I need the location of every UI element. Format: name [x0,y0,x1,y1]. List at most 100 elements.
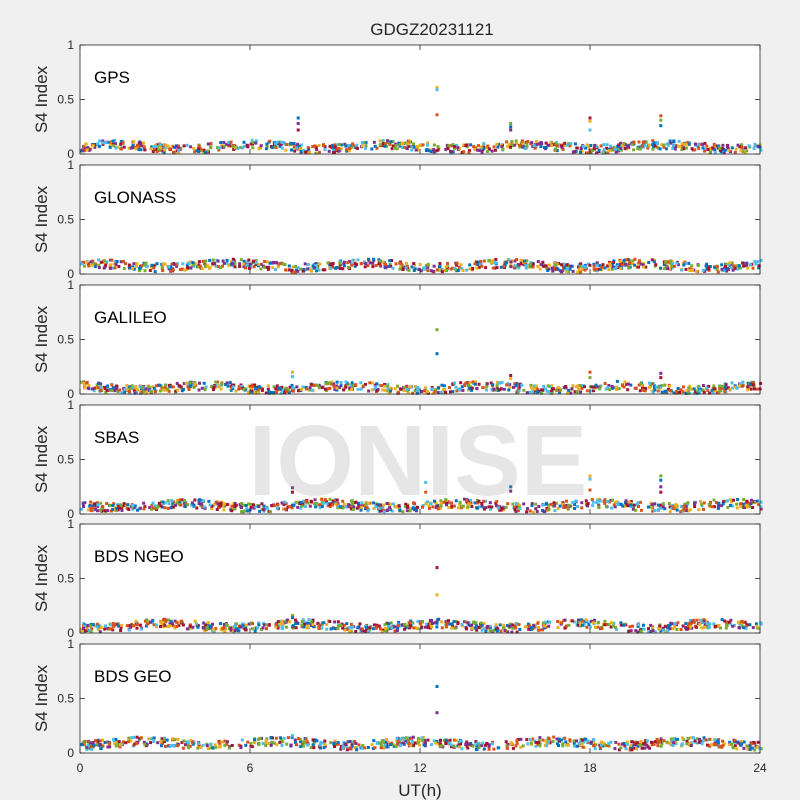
data-point [690,264,693,267]
data-point [548,621,551,624]
data-point [593,144,596,147]
data-point [474,262,477,265]
data-point [226,259,229,262]
data-point [456,146,459,149]
data-point [744,146,747,149]
data-point [479,260,482,263]
data-point [375,264,378,267]
data-point [110,627,113,630]
data-point [650,741,653,744]
y-tick-label: 0.5 [57,572,74,586]
data-point [437,145,440,148]
data-point [96,625,99,628]
data-point [544,264,547,267]
data-point [732,746,735,749]
data-point [468,743,471,746]
data-point [702,384,705,387]
data-point [506,145,509,148]
data-point [120,148,123,151]
data-point [675,262,678,265]
data-point [281,744,284,747]
data-point [695,270,698,273]
data-point [665,741,668,744]
data-point [503,388,506,391]
data-point [217,385,220,388]
data-point [707,268,710,271]
y-tick-label: 0 [67,746,74,760]
data-point [364,265,367,268]
plot-area [80,45,760,154]
data-point [521,139,524,142]
data-point [684,626,687,629]
data-point [291,386,294,389]
data-point [530,141,533,144]
data-point [448,742,451,745]
spike-point [436,566,439,569]
data-point [532,266,535,269]
data-point [372,627,375,630]
spike-point [436,685,439,688]
data-point [681,390,684,393]
data-point [535,140,538,143]
data-point [235,504,238,507]
data-point [619,503,622,506]
data-point [349,746,352,749]
data-point [100,626,103,629]
data-point [453,382,456,385]
data-point [511,627,514,630]
data-point [281,622,284,625]
data-point [306,622,309,625]
data-point [544,740,547,743]
data-point [292,390,295,393]
data-point [468,268,471,271]
data-point [336,387,339,390]
data-point [435,625,438,628]
data-point [295,621,298,624]
data-point [662,629,665,632]
spike-point [297,129,300,132]
data-point [481,624,484,627]
data-point [223,262,226,265]
data-point [609,264,612,267]
data-point [274,268,277,271]
data-point [640,382,643,385]
data-point [189,625,192,628]
data-point [608,149,611,152]
data-point [375,625,378,628]
data-point [344,386,347,389]
data-point [170,506,173,509]
data-point [235,622,238,625]
data-point [364,147,367,150]
data-point [326,261,329,264]
data-point [589,626,592,629]
data-point [274,142,277,145]
y-tick-label: 1 [67,637,74,651]
data-point [446,262,449,265]
data-point [676,628,679,631]
data-point [440,744,443,747]
data-point [636,147,639,150]
spike-point [659,376,662,379]
data-point [351,381,354,384]
spike-point [436,593,439,596]
data-point [634,387,637,390]
data-point [412,262,415,265]
data-point [166,388,169,391]
data-point [736,506,739,509]
data-point [648,144,651,147]
data-point [629,744,632,747]
data-point [685,147,688,150]
data-point [656,142,659,145]
panel-label: SBAS [94,428,139,447]
data-point [139,624,142,627]
data-point [560,621,563,624]
data-point [232,258,235,261]
data-point [402,268,405,271]
data-point [174,504,177,507]
data-point [112,140,115,143]
data-point [329,741,332,744]
data-point [753,143,756,146]
data-point [699,500,702,503]
data-point [382,139,385,142]
plot-area [80,165,760,274]
